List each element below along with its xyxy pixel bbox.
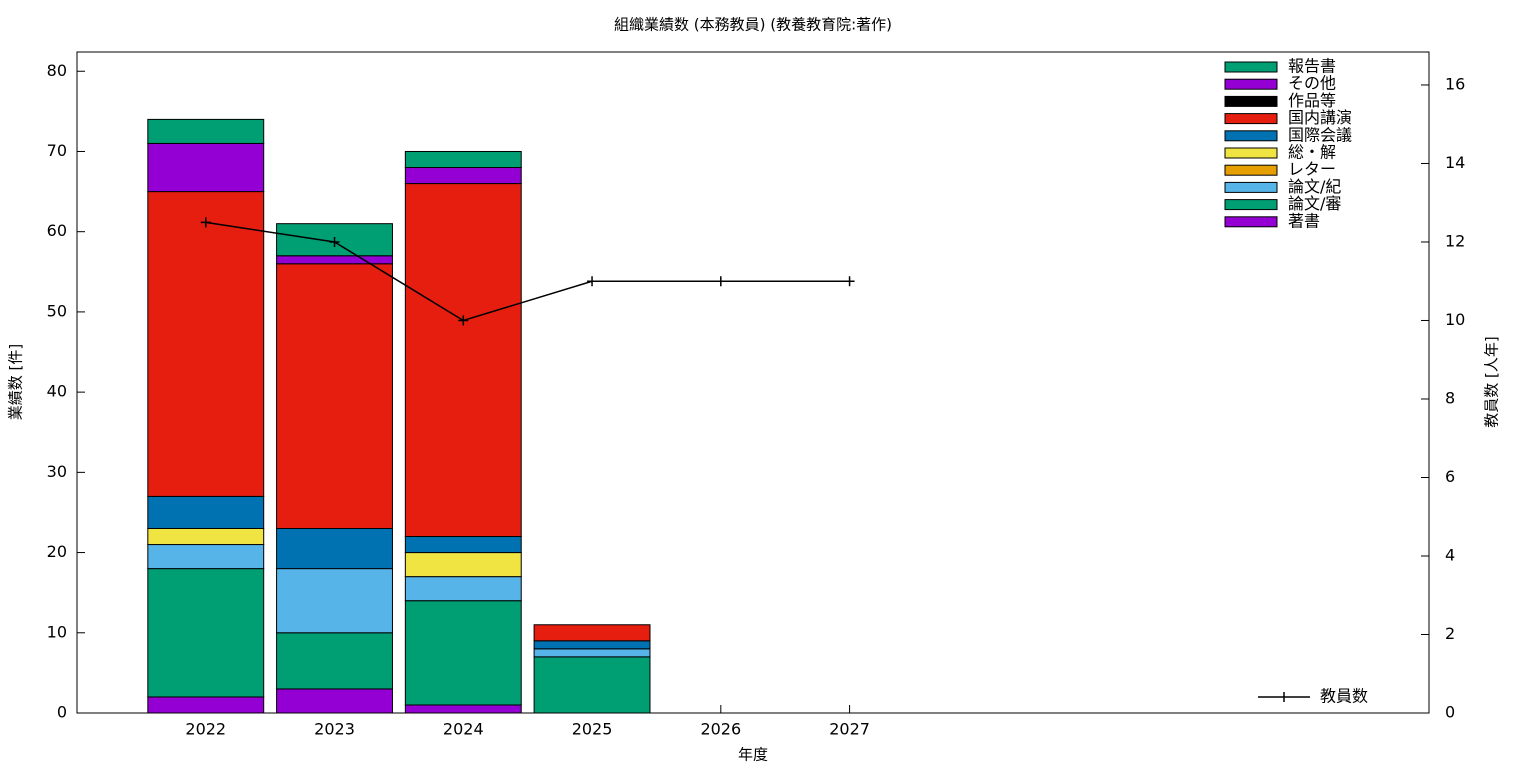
y2-tick-label: 2 <box>1445 624 1455 643</box>
legend-swatch <box>1224 164 1278 176</box>
plot-frame <box>76 51 1430 714</box>
bar-segment <box>533 648 651 658</box>
legend-label: 論文/紀 <box>1288 177 1341 196</box>
y-tick-label: 70 <box>47 141 67 160</box>
bar-segment <box>147 191 265 497</box>
bar-segment <box>404 150 522 169</box>
bar-segment <box>404 600 522 706</box>
bar-segment <box>276 255 393 265</box>
y-tick-label: 80 <box>47 61 67 80</box>
legend-label: 総・解 <box>1288 143 1336 162</box>
legend-label: 論文/審 <box>1288 194 1341 213</box>
y2-tick-label: 16 <box>1445 74 1465 93</box>
x-axis-label: 年度 <box>738 746 768 764</box>
bar-segment <box>276 568 393 634</box>
legend-swatch <box>1224 199 1278 211</box>
line <box>205 221 850 322</box>
legend-swatch <box>1224 181 1278 193</box>
y-tick-label: 60 <box>47 221 67 240</box>
bar-segment <box>533 640 651 650</box>
x-tick-label: 2025 <box>572 720 613 739</box>
legend-label: レター <box>1288 160 1336 179</box>
y2-tick-label: 12 <box>1445 231 1465 250</box>
bar-segment <box>147 568 265 698</box>
legend-label: 作品等 <box>1288 91 1336 110</box>
line-marker <box>458 315 469 326</box>
y-tick-label: 30 <box>47 462 67 481</box>
y-tick-label: 20 <box>47 542 67 561</box>
x-tick-label: 2026 <box>700 720 741 739</box>
y2-tick-label: 4 <box>1445 545 1455 564</box>
bar-segment <box>404 576 522 602</box>
legend-label: 国内講演 <box>1288 108 1352 127</box>
bar-segment <box>533 624 651 642</box>
bar-segment <box>404 704 522 714</box>
legend-label: 著書 <box>1288 211 1320 230</box>
legend-label: 国際会議 <box>1288 125 1352 144</box>
x-tick-label: 2023 <box>314 720 355 739</box>
bar-segment <box>147 696 265 714</box>
y2-tick-label: 0 <box>1445 703 1455 722</box>
y2-tick-label: 14 <box>1445 153 1465 172</box>
legend-swatch <box>1224 113 1278 125</box>
bar-segment <box>404 167 522 185</box>
line-marker <box>200 217 211 228</box>
legend-label: 報告書 <box>1288 57 1336 76</box>
y2-tick-label: 8 <box>1445 388 1455 407</box>
y2-tick-label: 6 <box>1445 467 1455 486</box>
bar-segment <box>404 552 522 578</box>
legend-swatch <box>1224 130 1278 142</box>
bar-segment <box>147 495 265 529</box>
x-tick-label: 2027 <box>829 720 870 739</box>
legend-swatch <box>1224 78 1278 90</box>
bar-segment <box>147 118 265 144</box>
bar-segment <box>147 527 265 546</box>
legend-swatch <box>1224 61 1278 73</box>
line-marker <box>329 236 340 247</box>
bar-segment <box>276 527 393 570</box>
bar-segment <box>147 142 265 193</box>
chart-title: 組織業績数 (本務教員) (教養教育院:著作) <box>614 16 892 34</box>
y-axis-label: 業績数 [件] <box>7 344 25 420</box>
bar-segment <box>404 183 522 538</box>
legend-label: その他 <box>1288 74 1336 93</box>
bar-segment <box>276 632 393 690</box>
bar-segment <box>276 688 393 714</box>
y-tick-label: 0 <box>57 703 67 722</box>
line-marker <box>587 276 598 287</box>
legend-swatch <box>1224 95 1278 107</box>
legend-label: 教員数 <box>1320 687 1368 706</box>
bar-segment <box>404 536 522 554</box>
x-tick-label: 2022 <box>185 720 226 739</box>
legend-swatch <box>1224 216 1278 228</box>
line-marker <box>844 276 855 287</box>
y2-tick-label: 10 <box>1445 310 1465 329</box>
x-tick-label: 2024 <box>443 720 484 739</box>
y-tick-label: 10 <box>47 622 67 641</box>
y-tick-label: 40 <box>47 382 67 401</box>
y2-axis-label: 教員数 [人年] <box>1483 336 1501 427</box>
bar-segment <box>147 544 265 570</box>
legend-swatch <box>1224 147 1278 159</box>
bar-segment <box>276 263 393 529</box>
line-marker <box>715 276 726 287</box>
y-tick-label: 50 <box>47 301 67 320</box>
bar-segment <box>533 656 651 714</box>
